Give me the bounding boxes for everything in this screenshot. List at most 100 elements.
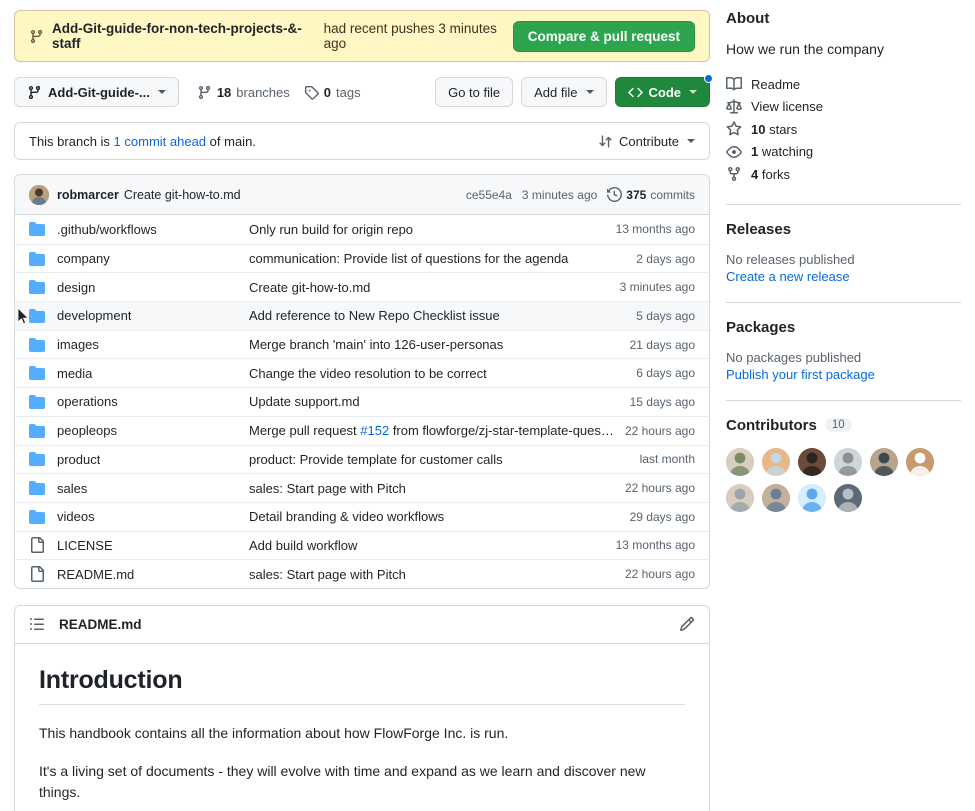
folder-link[interactable]: development [57,308,132,324]
branch-icon [30,29,43,43]
file-commit-message[interactable]: Merge branch 'main' into 126-user-person… [249,337,504,353]
avatar[interactable] [726,447,754,476]
file-name-cell: videos [29,509,249,525]
folder-link[interactable]: images [57,337,99,353]
about-link-watching[interactable]: 1 watching [726,141,961,164]
file-commit-message[interactable]: Add reference to New Repo Checklist issu… [249,308,500,324]
file-commit-time: 22 hours ago [624,567,695,582]
folder-icon [29,366,45,381]
file-row[interactable]: .github/workflows Only run build for orig… [15,215,709,244]
about-link-readme[interactable]: Readme [726,73,961,96]
file-commit-message[interactable]: Create git-how-to.md [249,279,371,295]
folder-link[interactable]: media [57,365,93,381]
publish-package-link[interactable]: Publish your first package [726,366,875,382]
folder-link[interactable]: .github/workflows [57,221,157,237]
file-table: robmarcer Create git-how-to.md ce55e4a 3… [14,174,710,589]
file-row[interactable]: images Merge branch 'main' into 126-user-… [15,329,709,359]
avatar[interactable] [762,483,790,512]
branch-selector-button[interactable]: Add-Git-guide-... [14,77,179,107]
tags-link[interactable]: 0 tags [304,85,361,100]
file-commit-message[interactable]: Only run build for origin repo [249,221,414,237]
commit-message[interactable]: Create git-how-to.md [123,187,241,202]
readme-title: README.md [59,616,142,632]
folder-link[interactable]: operations [57,394,118,410]
file-row[interactable]: design Create git-how-to.md 3 minutes ago [15,272,709,301]
commits-count-link[interactable]: 375 commits [607,187,695,202]
file-icon [31,537,44,554]
avatar[interactable] [29,184,49,205]
commit-ahead-link[interactable]: 1 commit ahead [113,133,207,149]
mouse-cursor [18,308,29,325]
file-commit-message[interactable]: sales: Start page with Pitch [249,566,406,582]
about-link-stars[interactable]: 10 stars [726,118,961,141]
file-row[interactable]: company communication: Provide list of qu… [15,243,709,273]
file-commit-message[interactable]: Merge pull request #152 from flowforge/z… [249,423,625,439]
list-unordered-icon[interactable] [29,616,45,632]
folder-icon [29,423,45,438]
file-commit-message[interactable]: Update support.md [249,394,360,410]
avatar[interactable] [834,483,862,512]
folder-link[interactable]: product [57,451,101,467]
push-branch-name[interactable]: Add-Git-guide-for-non-tech-projects-&-st… [52,21,302,51]
avatar[interactable] [834,447,862,476]
folder-icon [29,509,45,524]
star-icon [726,121,742,136]
about-link-view-license[interactable]: View license [726,96,961,119]
pencil-icon[interactable] [679,616,695,632]
add-file-button[interactable]: Add file [521,77,607,107]
folder-link[interactable]: design [57,279,96,295]
commit-author[interactable]: robmarcer [57,187,119,202]
avatar[interactable] [726,483,754,512]
code-button[interactable]: Code [614,74,713,107]
file-commit-message[interactable]: communication: Provide list of questions… [249,251,569,267]
releases-empty-text: No releases published [726,251,855,267]
commit-sha[interactable]: ce55e4a [465,187,512,202]
issue-link[interactable]: #152 [360,423,390,439]
folder-link[interactable]: sales [57,480,88,496]
file-row[interactable]: media Change the video resolution to be c… [15,358,709,387]
contribute-button[interactable]: Contribute [598,134,695,149]
file-commit-message[interactable]: product: Provide template for customer c… [249,451,503,467]
file-commit-message[interactable]: Change the video resolution to be correc… [249,365,487,381]
folder-link[interactable]: videos [57,509,95,525]
divider [726,301,961,303]
branch-status-bar: This branch is 1 commit ahead of main. C… [14,122,710,160]
file-name-cell: design [29,279,249,295]
avatar[interactable] [762,447,790,476]
push-banner-message: had recent pushes 3 minutes ago [323,21,497,51]
compare-pull-request-button[interactable]: Compare & pull request [512,20,695,52]
file-row[interactable]: README.md sales: Start page with Pitch 22 … [15,559,709,588]
file-row[interactable]: product product: Provide template for cus… [15,444,709,474]
folder-icon [29,452,45,467]
avatar[interactable] [798,483,826,512]
folder-link[interactable]: company [57,251,110,267]
about-link-forks[interactable]: 4 forks [726,163,961,186]
about-link-label: Readme [751,76,801,92]
folder-icon [29,337,45,352]
file-row[interactable]: development Add reference to New Repo Che… [15,301,709,330]
folder-link[interactable]: peopleops [57,423,117,439]
code-icon [627,87,643,97]
file-row[interactable]: LICENSE Add build workflow 13 months ago [15,530,709,560]
file-row[interactable]: videos Detail branding & video workflows 2… [15,501,709,531]
file-row[interactable]: peopleops Merge pull request #152 from fl… [15,415,709,445]
file-row[interactable]: operations Update support.md 15 days ago [15,387,709,416]
file-commit-message[interactable]: sales: Start page with Pitch [249,480,406,496]
file-commit-message[interactable]: Add build workflow [249,537,358,553]
divider [726,203,961,205]
avatar[interactable] [870,447,898,476]
book-icon [726,77,742,91]
file-commit-message[interactable]: Detail branding & video workflows [249,509,445,525]
avatar[interactable] [798,447,826,476]
avatar[interactable] [906,447,934,476]
create-release-link[interactable]: Create a new release [726,268,850,284]
branches-link[interactable]: 18 branches [197,85,290,100]
file-link[interactable]: README.md [57,566,135,582]
branches-label: branches [236,84,290,100]
repo-description: How we run the company [726,41,884,57]
go-to-file-button[interactable]: Go to file [435,77,514,107]
readme-header: README.md [15,606,709,644]
file-link[interactable]: LICENSE [57,537,113,553]
file-row[interactable]: sales sales: Start page with Pitch 22 hour… [15,473,709,502]
